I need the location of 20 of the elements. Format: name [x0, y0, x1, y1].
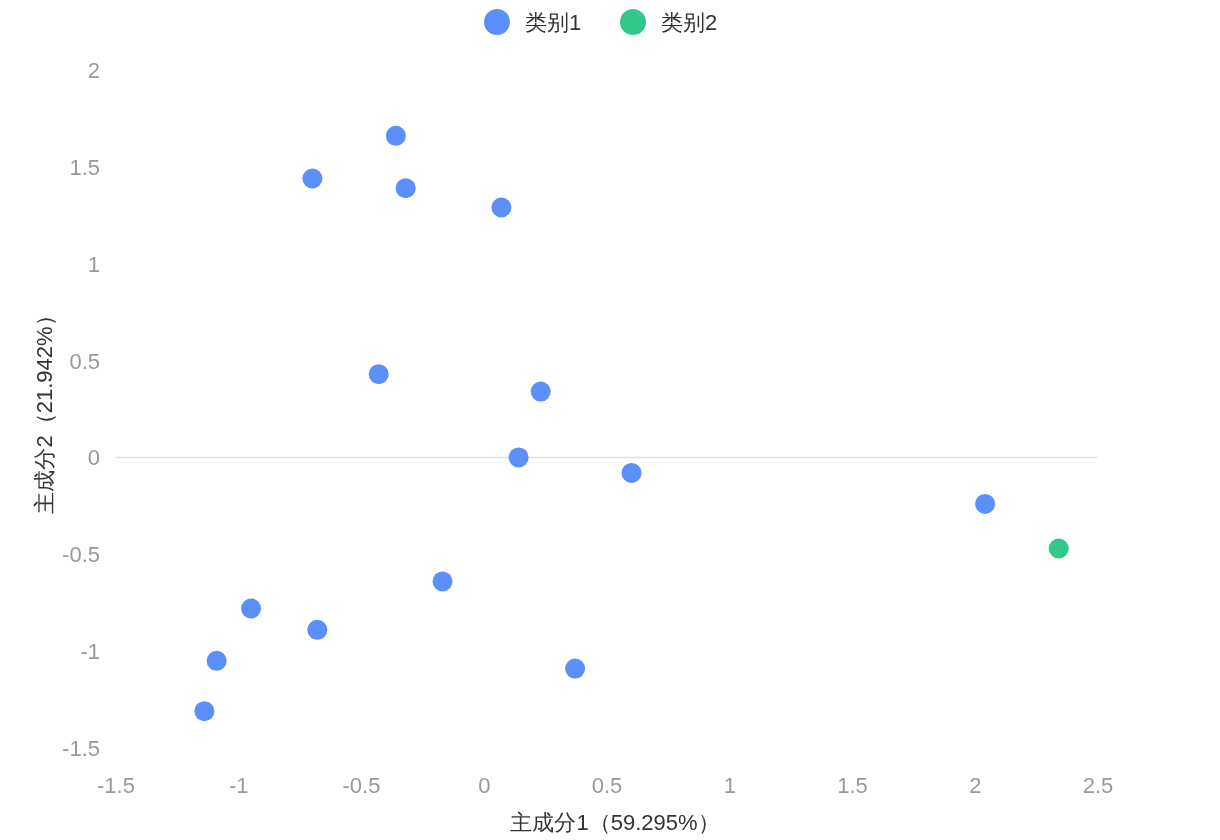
y-tick-label: 0 [87, 445, 100, 471]
x-axis-title: 主成分1（59.295%） [510, 810, 720, 835]
x-tick-label: 1.5 [837, 773, 868, 798]
y-tick-label: 1.5 [69, 154, 100, 180]
y-tick-label: 2 [87, 58, 100, 83]
y-axis-title: 主成分2（21.942%） [32, 304, 57, 514]
x-tick-label: 0 [478, 773, 491, 798]
x-tick-label: 2 [969, 773, 982, 798]
y-tick-label: -1 [80, 639, 100, 665]
x-tick-label: 1 [723, 773, 736, 798]
legend-label: 类别1 [525, 10, 582, 35]
x-tick-label: -1 [228, 773, 249, 798]
x-tick-label: -0.5 [342, 773, 381, 798]
y-tick-label: -1.5 [62, 736, 100, 761]
x-tick-label: 0.5 [591, 773, 623, 798]
y-tick-label: 0.5 [69, 348, 100, 374]
y-tick-label: 1 [87, 251, 100, 277]
x-tick-label: 2.5 [1082, 773, 1114, 798]
y-tick-label: -0.5 [62, 542, 100, 568]
legend-label: 类别2 [661, 10, 718, 35]
